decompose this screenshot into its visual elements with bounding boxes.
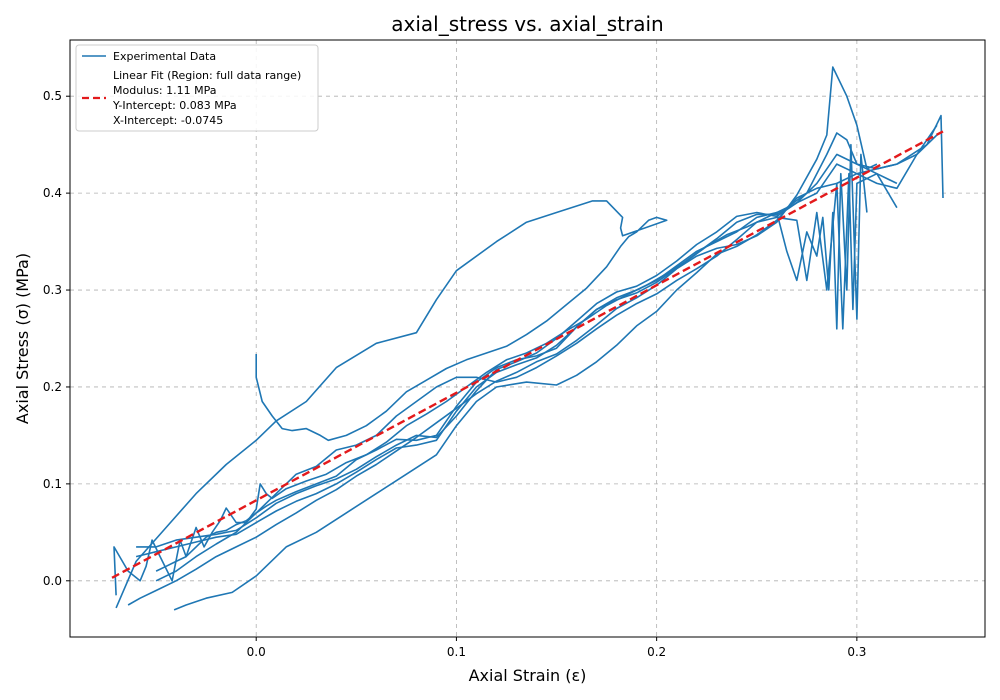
y-tick-label: 0.3 <box>43 283 62 297</box>
x-tick-label: 0.3 <box>847 645 866 659</box>
experimental-data-line <box>127 66 878 606</box>
y-axis-label: Axial Stress (σ) (MPa) <box>13 253 32 424</box>
y-tick-label: 0.5 <box>43 89 62 103</box>
legend-label-experimental: Experimental Data <box>113 50 216 63</box>
plot-frame <box>69 39 986 638</box>
plot-area <box>111 66 944 611</box>
x-tick-label: 0.0 <box>247 645 266 659</box>
x-tick-label: 0.1 <box>447 645 466 659</box>
y-tick-label: 0.1 <box>43 477 62 491</box>
y-tick-label: 0.0 <box>43 574 62 588</box>
experimental-data-line <box>173 124 938 611</box>
legend-label-linear-fit: Linear Fit (Region: full data range) Modu… <box>112 69 301 127</box>
legend-label-line: Modulus: 1.11 MPa <box>113 84 217 97</box>
legend-label-line: X-Intercept: -0.0745 <box>113 114 223 127</box>
y-tick-label: 0.2 <box>43 380 62 394</box>
linear-fit-line <box>111 130 944 579</box>
grid <box>70 40 985 637</box>
y-tick-label: 0.4 <box>43 186 62 200</box>
x-axis-label: Axial Strain (ε) <box>469 666 587 685</box>
experimental-data-line <box>135 143 868 558</box>
chart-title: axial_stress vs. axial_strain <box>391 12 663 36</box>
legend-label-line: Linear Fit (Region: full data range) <box>113 69 301 82</box>
legend-box <box>75 44 319 132</box>
experimental-data-line <box>113 114 944 596</box>
experimental-data-line <box>155 172 898 582</box>
legend: Experimental Data Linear Fit (Region: fu… <box>75 44 319 132</box>
legend-label-line: Y-Intercept: 0.083 MPa <box>112 99 237 112</box>
x-tick-label: 0.2 <box>647 645 666 659</box>
experimental-data-line <box>115 200 668 609</box>
axis-ticks: 0.0 0.1 0.2 0.3 0.0 0.1 0.2 0.3 0.4 0.5 <box>43 89 867 659</box>
